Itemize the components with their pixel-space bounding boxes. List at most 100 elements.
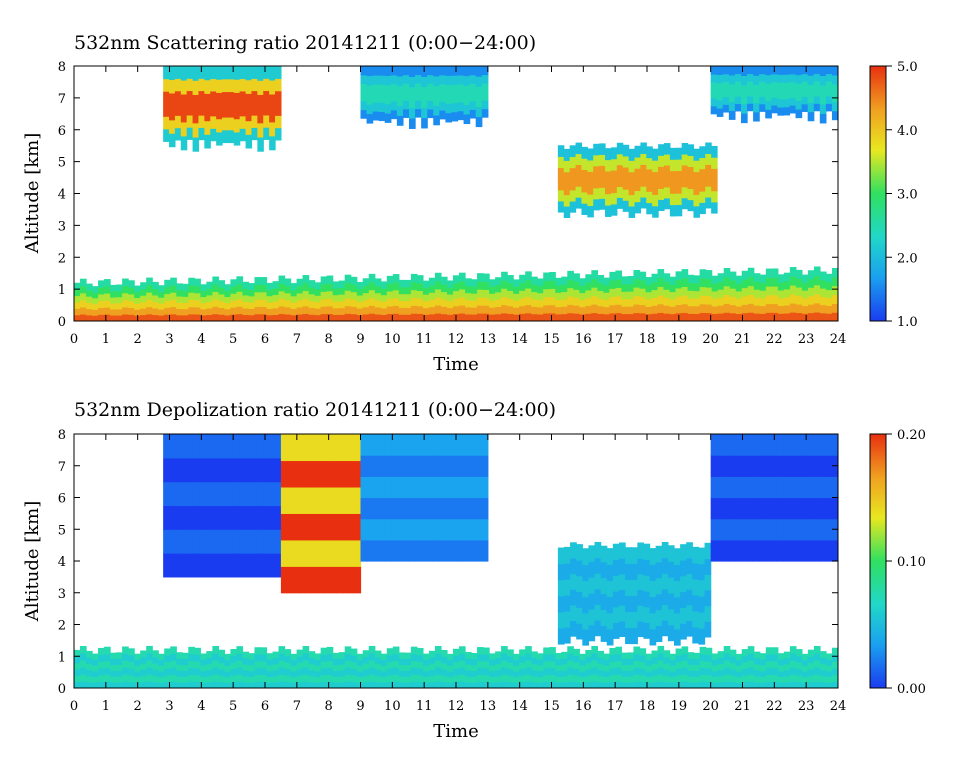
heatmap-cell bbox=[729, 662, 737, 670]
heatmap-cell bbox=[104, 681, 111, 688]
heatmap-cell bbox=[222, 66, 229, 80]
heatmap-cell bbox=[753, 455, 760, 477]
heatmap-cell bbox=[765, 100, 772, 110]
heatmap-cell bbox=[236, 681, 244, 688]
heatmap-cell bbox=[646, 191, 653, 204]
heatmap-cell bbox=[495, 651, 502, 659]
heatmap-cell bbox=[819, 75, 827, 86]
heatmap-cell bbox=[765, 286, 773, 296]
heatmap-cell bbox=[396, 105, 404, 116]
heatmap-cell bbox=[457, 497, 465, 520]
heatmap-cell bbox=[356, 653, 364, 661]
heatmap-cell bbox=[409, 497, 416, 520]
heatmap-cell bbox=[710, 434, 718, 456]
heatmap-cell bbox=[569, 189, 577, 202]
heatmap-cell bbox=[801, 455, 809, 477]
heatmap-cell bbox=[169, 457, 176, 483]
heatmap-cell bbox=[338, 314, 346, 321]
heatmap-cell bbox=[777, 658, 785, 666]
heatmap-cell bbox=[80, 278, 87, 287]
heatmap-cell bbox=[771, 285, 779, 296]
heatmap-cell bbox=[687, 658, 695, 665]
heatmap-cell bbox=[771, 654, 779, 662]
heatmap-cell bbox=[368, 313, 376, 321]
heatmap-cell bbox=[362, 306, 370, 315]
heatmap-cell bbox=[198, 434, 205, 459]
heatmap-cell bbox=[122, 646, 129, 655]
heatmap-cell bbox=[622, 200, 630, 212]
heatmap-cell bbox=[645, 659, 653, 666]
heatmap-cell bbox=[163, 66, 170, 80]
heatmap-cell bbox=[759, 313, 767, 321]
heatmap-cell bbox=[275, 66, 282, 79]
heatmap-cell bbox=[579, 299, 586, 308]
heatmap-cell bbox=[224, 290, 232, 298]
x-tick-label: 24 bbox=[830, 332, 847, 347]
heatmap-cell bbox=[194, 661, 201, 669]
heatmap-cell bbox=[216, 79, 223, 93]
heatmap-cell bbox=[537, 299, 544, 308]
heatmap-cell bbox=[210, 78, 217, 92]
heatmap-cell bbox=[98, 667, 105, 676]
heatmap-cell bbox=[777, 518, 785, 541]
heatmap-cell bbox=[657, 269, 665, 279]
heatmap-cell bbox=[169, 434, 176, 459]
heatmap-cell bbox=[831, 434, 838, 456]
heatmap-cell bbox=[711, 653, 719, 660]
heatmap-cell bbox=[783, 82, 791, 92]
heatmap-cell bbox=[122, 674, 129, 682]
heatmap-cell bbox=[451, 66, 459, 76]
heatmap-cell bbox=[469, 518, 477, 541]
heatmap-cell bbox=[699, 660, 707, 669]
heatmap-cell bbox=[753, 663, 761, 671]
heatmap-cell bbox=[212, 645, 219, 654]
heatmap-cell bbox=[716, 107, 724, 117]
heatmap-cell bbox=[230, 668, 238, 676]
heatmap-cell bbox=[248, 670, 256, 677]
heatmap-cell bbox=[176, 664, 183, 671]
heatmap-cell bbox=[825, 66, 833, 75]
heatmap-cell bbox=[591, 278, 598, 288]
heatmap-cell bbox=[457, 455, 465, 477]
heatmap-cell bbox=[575, 142, 583, 155]
heatmap-cell bbox=[728, 518, 736, 541]
heatmap-cell bbox=[338, 658, 346, 665]
heatmap-cell bbox=[687, 177, 695, 190]
heatmap-cell bbox=[158, 676, 165, 683]
heatmap-cell bbox=[735, 283, 743, 292]
heatmap-cell bbox=[819, 279, 827, 289]
heatmap-cell bbox=[386, 661, 394, 669]
heatmap-cell bbox=[440, 291, 448, 300]
heatmap-cell bbox=[182, 670, 189, 677]
heatmap-cell bbox=[616, 175, 624, 188]
heatmap-cell bbox=[392, 289, 400, 299]
heatmap-cell bbox=[616, 197, 624, 209]
heatmap-cell bbox=[481, 100, 489, 110]
heatmap-cell bbox=[439, 518, 446, 541]
heatmap-cell bbox=[263, 90, 270, 104]
heatmap-cell bbox=[605, 148, 612, 161]
heatmap-cell bbox=[245, 457, 253, 483]
heatmap-cell bbox=[740, 113, 748, 124]
heatmap-cell bbox=[698, 627, 706, 645]
heatmap-cell bbox=[314, 295, 322, 303]
heatmap-cell bbox=[198, 102, 205, 116]
heatmap-cell bbox=[643, 559, 651, 576]
heatmap-cell bbox=[723, 680, 731, 688]
heatmap-cell bbox=[180, 505, 188, 530]
heatmap-cell bbox=[254, 654, 262, 662]
heatmap-cell bbox=[257, 529, 264, 554]
heatmap-cell bbox=[263, 481, 270, 507]
heatmap-cell bbox=[557, 579, 565, 597]
heatmap-cell bbox=[251, 505, 258, 530]
heatmap-cell bbox=[687, 313, 695, 321]
heatmap-cell bbox=[831, 681, 838, 688]
heatmap-cell bbox=[236, 276, 244, 285]
heatmap-cell bbox=[92, 659, 99, 666]
heatmap-cell bbox=[446, 293, 454, 302]
heatmap-cell bbox=[627, 670, 635, 677]
heatmap-cell bbox=[651, 669, 659, 677]
heatmap-cell bbox=[789, 674, 797, 682]
heatmap-cell bbox=[344, 297, 352, 307]
heatmap-cell bbox=[348, 566, 355, 594]
